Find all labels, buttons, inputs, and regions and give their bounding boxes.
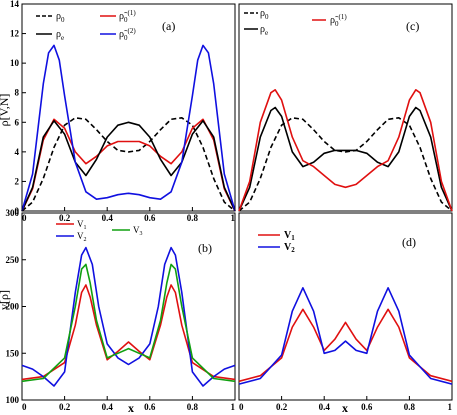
panel-a-xticks: 0 0.2 0.4 0.6 0.8 1 bbox=[21, 207, 236, 223]
legend-a-rho2: ρ̃0(2) bbox=[119, 27, 136, 42]
panel-b-ytick-label: 200 bbox=[6, 302, 20, 312]
panel-b-series-2 bbox=[21, 263, 236, 383]
panel-a-ytick-label: 6 bbox=[15, 117, 20, 127]
panel-d-xtick-label: 0.6 bbox=[361, 402, 373, 412]
panel-d-xtick-label: 0 bbox=[239, 402, 244, 412]
panel-a-series-1 bbox=[21, 118, 236, 212]
legend-d-v1: V1 bbox=[284, 230, 295, 242]
panel-a-ytick-label: 2 bbox=[15, 176, 20, 186]
panel-a-xtick-label: 1 bbox=[231, 213, 236, 223]
panel-a-series-2 bbox=[21, 120, 236, 212]
legend-a-rho0: ρ0 bbox=[56, 11, 65, 24]
panel-a: 0 2 4 6 8 10 12 14 0 0.2 0.4 0.6 0.8 1 ρ[V,N] (a) ρ0… bbox=[0, 0, 236, 223]
panel-a-frame bbox=[21, 3, 236, 212]
panel-d-xtick-label: 0.4 bbox=[319, 402, 331, 412]
panel-b-xtick-label: 0.2 bbox=[59, 402, 71, 412]
panel-d-series-0 bbox=[238, 308, 453, 383]
panel-d-xtick-label: 0.2 bbox=[276, 402, 288, 412]
panel-b-ylabel: v[ρ] bbox=[0, 290, 11, 310]
panel-c-label: (c) bbox=[406, 19, 419, 33]
panel-a-xtick-label: 0.4 bbox=[102, 213, 114, 223]
legend-a-rhoe: ρe bbox=[56, 29, 64, 42]
panel-b-xtick-label: 0.6 bbox=[144, 402, 156, 412]
panel-b-ytick-label: 150 bbox=[6, 348, 20, 358]
panel-b-yticks: 100 150 200 250 300 bbox=[6, 208, 26, 405]
panel-a-label: (a) bbox=[162, 19, 175, 33]
panel-a-ytick-label: 8 bbox=[15, 88, 20, 98]
panel-a-xtick-label: 0.2 bbox=[59, 213, 71, 223]
panel-a-xtick-label: 0.6 bbox=[144, 213, 156, 223]
panel-c-series-1 bbox=[238, 106, 453, 212]
panel-d-label: (d) bbox=[402, 235, 416, 249]
panel-d-series-1 bbox=[238, 286, 453, 385]
panel-d-frame bbox=[238, 212, 453, 401]
panel-a-ytick-label: 10 bbox=[10, 58, 20, 68]
panel-b-xtick-label: 0.8 bbox=[187, 402, 199, 412]
panel-a-ytick-label: 12 bbox=[10, 29, 20, 39]
legend-d-v2: V2 bbox=[284, 242, 295, 254]
legend-b-v3: V3 bbox=[133, 225, 143, 237]
legend-b-v2: V2 bbox=[77, 231, 87, 243]
panel-d-xlabel: x bbox=[342, 401, 348, 415]
panel-a-series-0 bbox=[21, 117, 236, 212]
panel-b-label: (b) bbox=[198, 241, 212, 255]
panel-a-xtick-label: 0.8 bbox=[187, 213, 199, 223]
panel-d: 0 0.2 0.4 0.6 0.8 1 x (d) V1 V2 bbox=[238, 212, 453, 415]
panel-b-series-0 bbox=[21, 284, 236, 381]
panel-c-series-2 bbox=[238, 89, 453, 212]
panel-c-plot bbox=[238, 89, 453, 212]
panel-b-plot bbox=[21, 246, 236, 387]
panel-a-ytick-label: 0 bbox=[15, 206, 20, 216]
panel-c: (c) ρ0 ρe ρ̃0(1) bbox=[238, 3, 453, 212]
legend-b-v1: V1 bbox=[77, 219, 87, 231]
panel-b-ytick-label: 250 bbox=[6, 255, 20, 265]
panel-b-ytick-label: 100 bbox=[6, 395, 20, 405]
panel-a-ytick-label: 4 bbox=[15, 147, 20, 157]
panel-c-frame bbox=[238, 3, 453, 212]
panel-a-series-3 bbox=[21, 44, 236, 212]
panel-d-xtick-label: 0.8 bbox=[404, 402, 416, 412]
panel-b-ytick-label: 300 bbox=[6, 208, 20, 218]
panel-b-xticks: 0 0.2 0.4 0.6 0.8 1 bbox=[21, 396, 236, 412]
legend-c-rho1: ρ̃0(1) bbox=[330, 13, 347, 28]
panel-d-plot bbox=[238, 286, 453, 385]
legend-a-rho1: ρ̃0(1) bbox=[119, 9, 136, 24]
panel-a-plot bbox=[21, 44, 236, 212]
legend-c-rhoe: ρe bbox=[260, 24, 268, 37]
panel-c-series-0 bbox=[238, 117, 453, 212]
panel-b-series-1 bbox=[21, 246, 236, 387]
panel-a-ylabel: ρ[V,N] bbox=[0, 94, 11, 127]
panel-a-xtick-label: 0 bbox=[22, 213, 27, 223]
panel-d-xtick-label: 1 bbox=[448, 402, 453, 412]
panel-a-ytick-label: 14 bbox=[10, 0, 20, 9]
panel-a-yticks: 0 2 4 6 8 10 12 14 bbox=[10, 0, 26, 216]
panel-d-xticks: 0 0.2 0.4 0.6 0.8 1 bbox=[238, 396, 453, 412]
panel-b-xlabel: x bbox=[128, 401, 134, 415]
panel-b-xtick-label: 0 bbox=[22, 402, 27, 412]
panel-b-xtick-label: 1 bbox=[231, 402, 236, 412]
panel-b-xtick-label: 0.4 bbox=[102, 402, 114, 412]
legend-c-rho0: ρ0 bbox=[260, 8, 269, 21]
